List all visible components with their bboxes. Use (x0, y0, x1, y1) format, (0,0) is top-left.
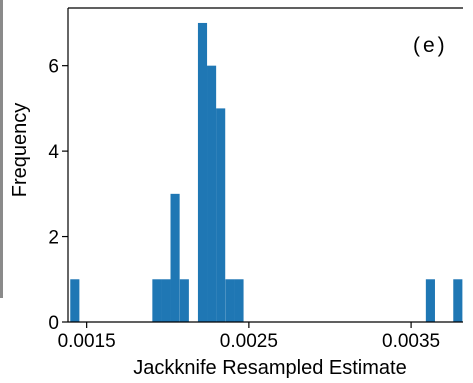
histogram-bar (453, 279, 463, 322)
x-tick-label: 0.0025 (220, 331, 278, 352)
histogram-bar (70, 279, 80, 322)
y-ticks: 0 2 4 6 (48, 57, 68, 334)
histogram-bar (234, 279, 244, 322)
y-tick-label: 2 (48, 228, 59, 249)
panel-label: (e) (413, 34, 448, 57)
x-axis-label: Jackknife Resampled Estimate (133, 357, 406, 379)
histogram-bar (207, 65, 217, 323)
x-tick-label: 0.0015 (58, 331, 116, 352)
y-tick-label: 6 (48, 57, 59, 78)
histogram-bar (225, 279, 235, 322)
histogram-bar (161, 279, 171, 322)
histogram-bar (425, 279, 435, 322)
x-tick-label: 0.0035 (382, 331, 440, 352)
histogram-bars (70, 22, 463, 323)
histogram-bar (170, 193, 180, 322)
y-tick-label: 0 (48, 313, 59, 334)
y-axis-label: Frequency (9, 103, 31, 198)
histogram-bar (179, 279, 189, 322)
histogram-bar (152, 279, 162, 322)
axes (67, 7, 463, 323)
histogram-bar (197, 22, 208, 322)
x-ticks: 0.0015 0.0025 0.0035 (58, 322, 440, 352)
left-panel-edge (0, 0, 3, 298)
y-tick-label: 4 (48, 142, 59, 163)
histogram-bar (216, 108, 226, 322)
